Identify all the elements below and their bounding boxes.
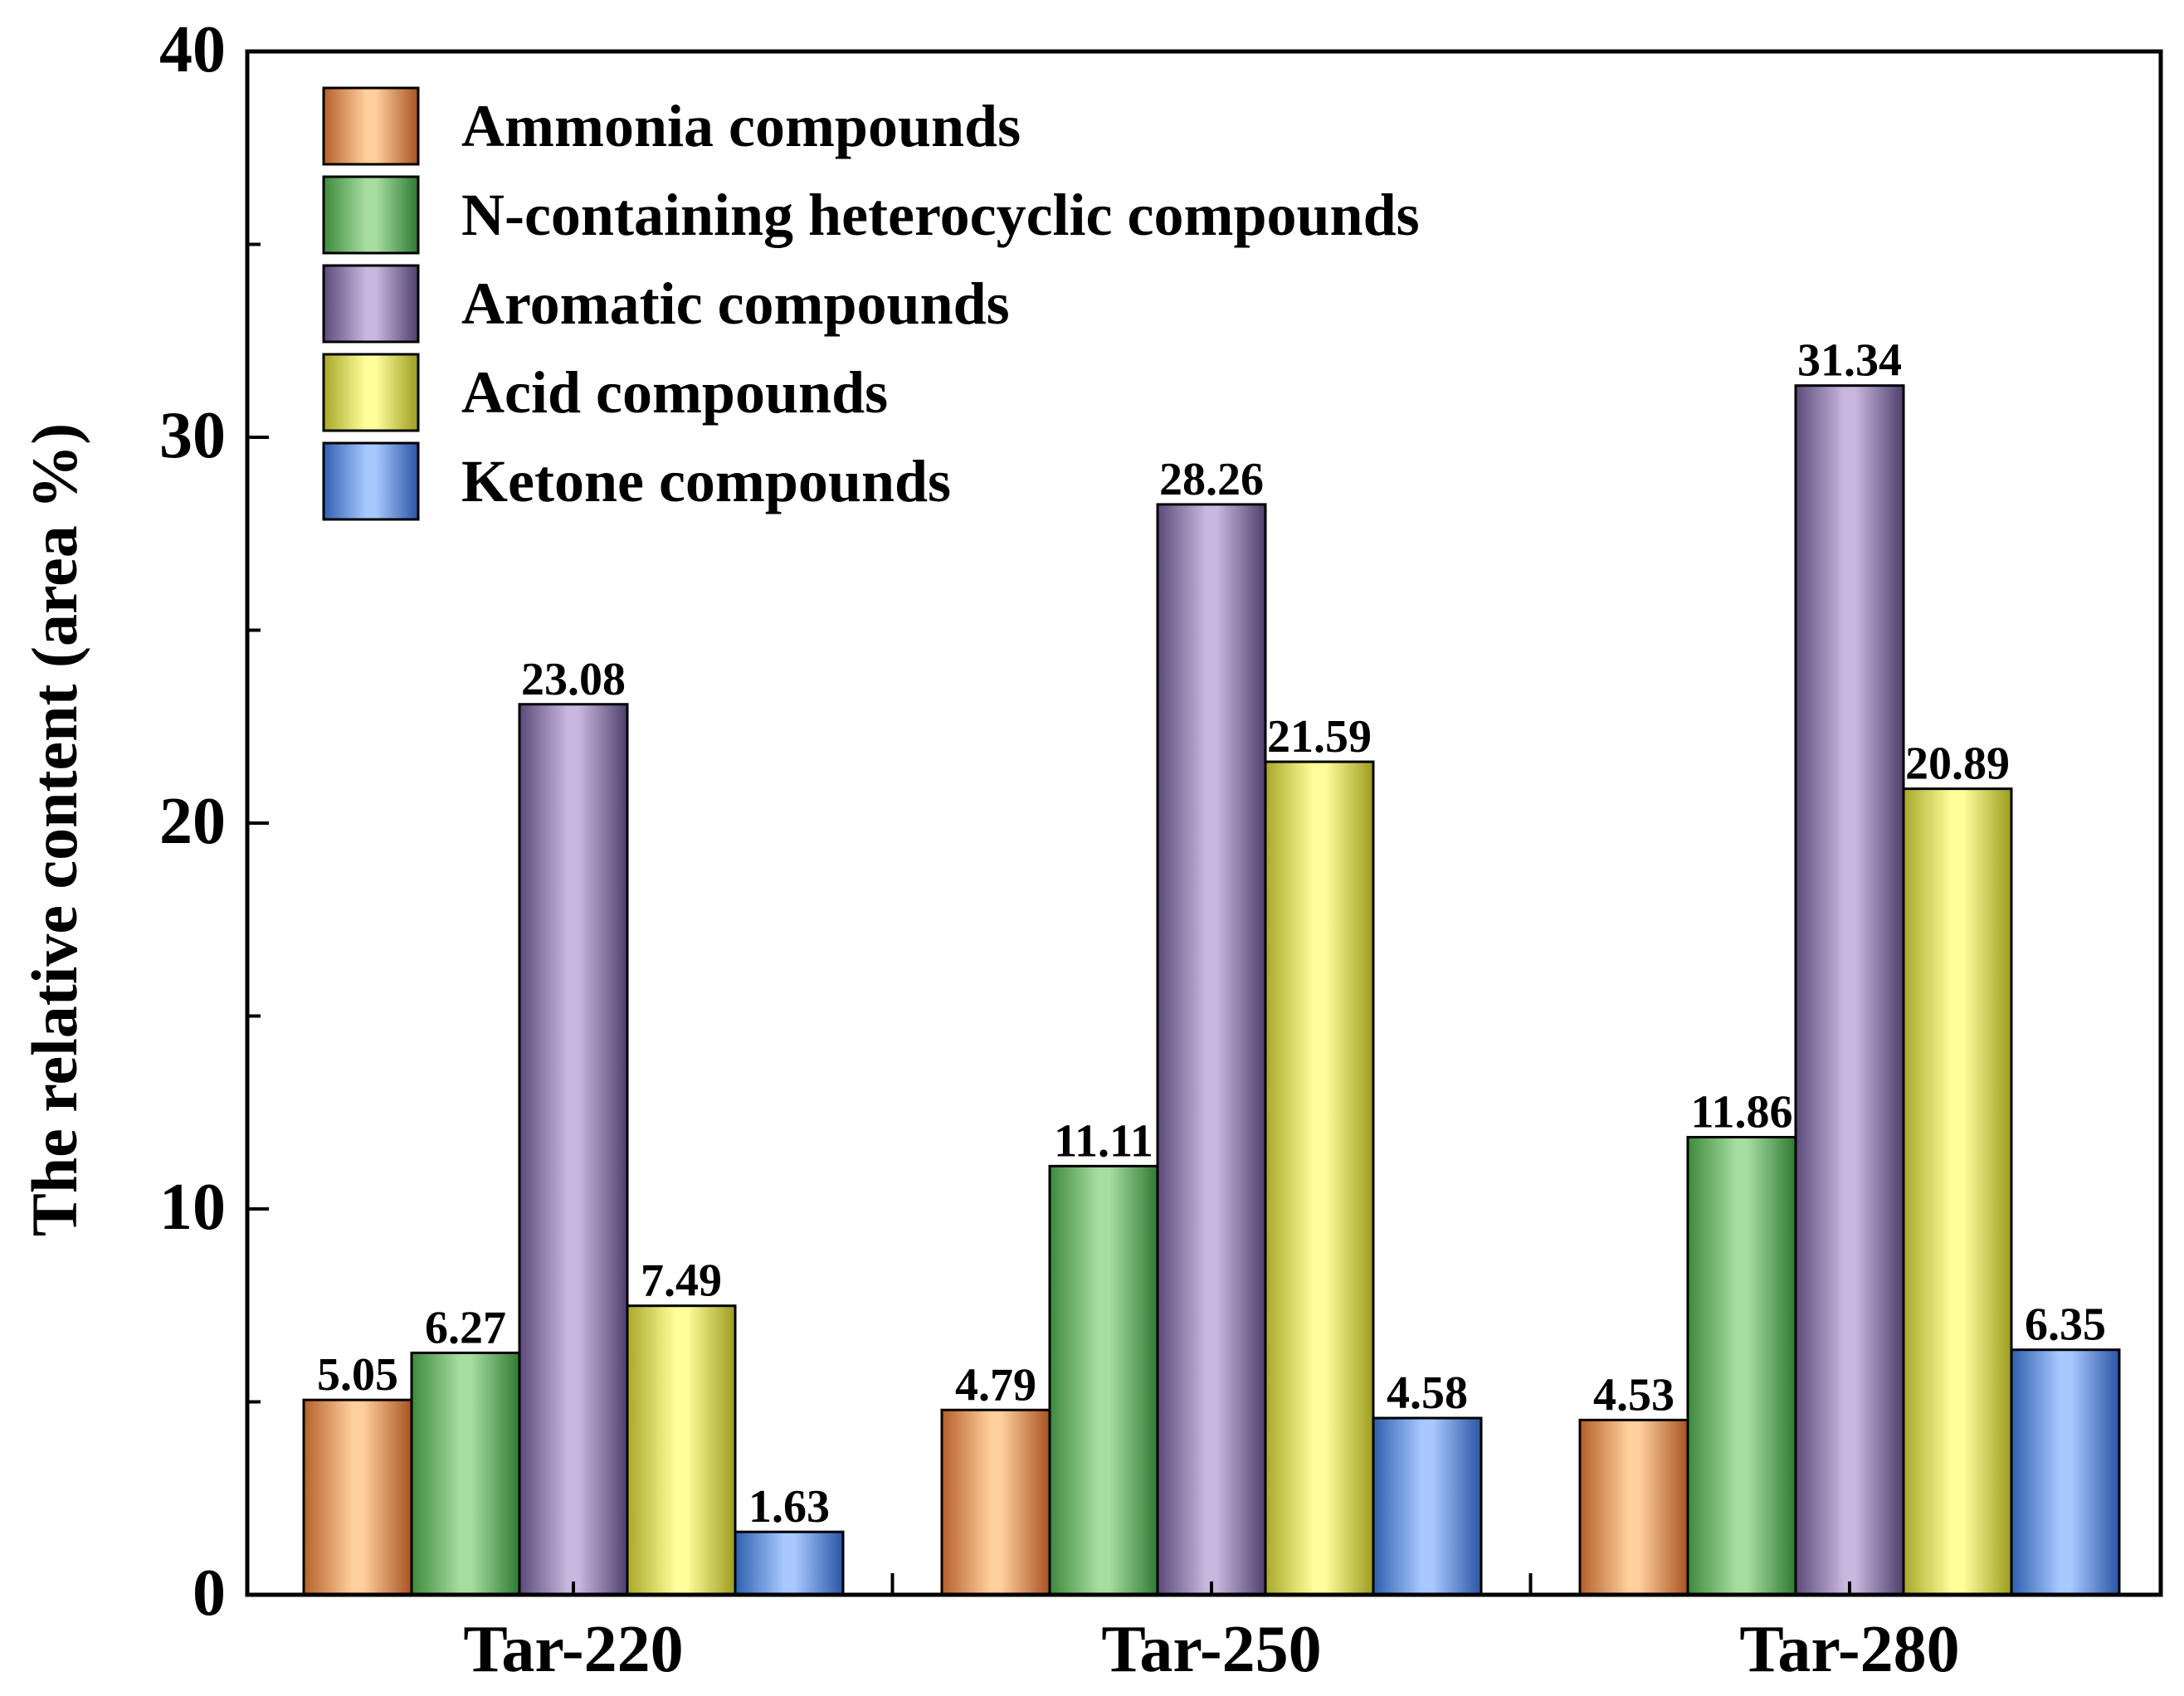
- x-tick-label: Tar-220: [463, 1613, 683, 1686]
- data-label: 6.27: [425, 1302, 506, 1353]
- data-label: 28.26: [1159, 454, 1264, 505]
- legend: Ammonia compounds N-containing heterocycl…: [322, 86, 1420, 521]
- bar-tar-220-series-3: [518, 703, 629, 1596]
- legend-swatch: [322, 175, 420, 255]
- bar-tar-220-series-1: [302, 1398, 413, 1596]
- data-label: 4.58: [1387, 1367, 1468, 1419]
- y-axis-label: The relative content (area %): [18, 423, 90, 1237]
- y-tick-label: 10: [159, 1171, 226, 1244]
- bar-tar-250-series-5: [1372, 1416, 1483, 1596]
- bar-tar-250-series-1: [940, 1408, 1051, 1596]
- legend-swatch: [322, 353, 420, 432]
- x-axis: Tar-220 Tar-250 Tar-280: [246, 1573, 2162, 1686]
- bar-tar-280-series-4: [1902, 787, 2013, 1596]
- y-tick-label: 30: [159, 399, 226, 472]
- y-axis: 0 10 20 30 40: [159, 13, 269, 1630]
- bar-tar-250-series-2: [1048, 1164, 1159, 1596]
- bar-tar-220-series-2: [410, 1351, 521, 1596]
- data-label: 6.35: [2025, 1299, 2106, 1351]
- bar-tar-280-series-5: [2010, 1348, 2121, 1596]
- data-label: 23.08: [521, 654, 626, 705]
- bar-tar-280-series-1: [1578, 1418, 1689, 1596]
- legend-label: Acid compounds: [461, 359, 888, 426]
- legend-swatch: [322, 86, 420, 166]
- data-label: 1.63: [748, 1481, 830, 1533]
- data-labels-layer: 5.05 6.27 23.08 7.49 1.63 4.79 11.11 28.26 21.59…: [317, 335, 2106, 1533]
- legend-swatch: [322, 264, 420, 344]
- data-label: 11.86: [1691, 1087, 1793, 1138]
- legend-label: N-containing heterocyclic compounds: [461, 182, 1420, 248]
- data-label: 31.34: [1797, 335, 1902, 387]
- y-tick-label: 20: [159, 785, 226, 858]
- bar-tar-250-series-4: [1264, 760, 1375, 1596]
- bar-tar-250-series-3: [1156, 503, 1267, 1596]
- data-label: 11.11: [1054, 1115, 1153, 1167]
- data-label: 4.79: [955, 1359, 1036, 1411]
- x-tick-label: Tar-280: [1739, 1613, 1959, 1686]
- y-tick-label: 40: [159, 13, 226, 86]
- bar-tar-280-series-2: [1686, 1136, 1797, 1596]
- data-label: 20.89: [1905, 738, 2010, 790]
- data-label: 7.49: [641, 1255, 722, 1307]
- data-label: 4.53: [1593, 1369, 1675, 1421]
- legend-swatch: [322, 441, 420, 521]
- bar-tar-220-series-5: [734, 1530, 845, 1596]
- legend-label: Ketone compounds: [461, 448, 951, 514]
- data-label: 5.05: [317, 1349, 398, 1401]
- y-tick-label: 0: [193, 1557, 226, 1630]
- bar-tar-220-series-4: [626, 1304, 737, 1596]
- legend-label: Ammonia compounds: [461, 93, 1021, 159]
- data-label: 21.59: [1267, 711, 1372, 763]
- legend-label: Aromatic compounds: [461, 270, 1010, 337]
- bar-tar-280-series-3: [1794, 384, 1905, 1596]
- bars-layer: [302, 384, 2121, 1596]
- x-tick-label: Tar-250: [1101, 1613, 1321, 1686]
